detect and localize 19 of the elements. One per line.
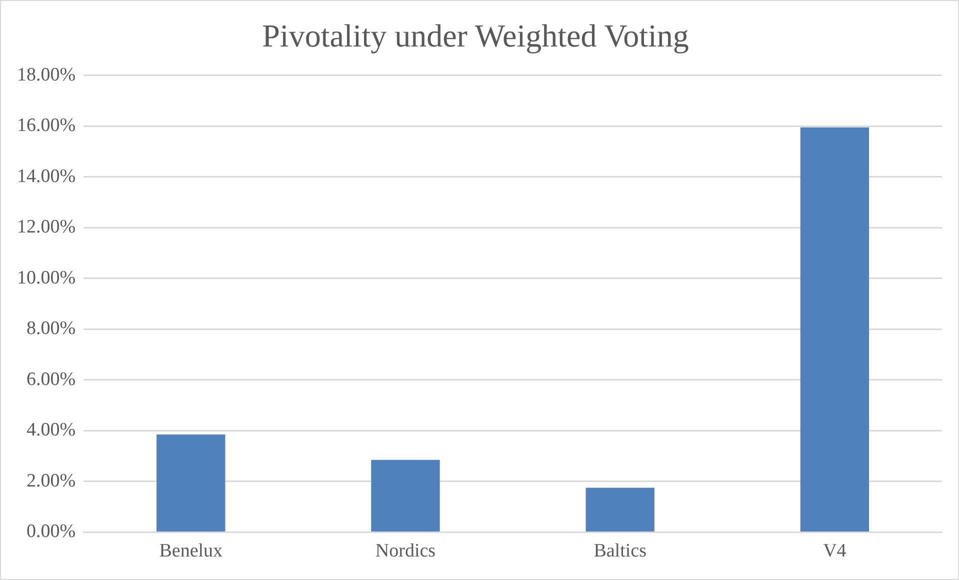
y-tick-label: 0.00% [26,521,76,542]
y-tick-label: 14.00% [17,166,76,187]
y-tick-label: 6.00% [26,368,76,390]
y-tick-label: 12.00% [17,216,76,238]
x-tick-label: V4 [823,540,847,562]
bar [371,460,440,532]
y-tick-label: 18.00% [17,64,76,86]
y-tick-label: 4.00% [26,420,76,441]
bar [586,488,654,532]
bar [800,127,870,532]
bar [156,434,226,532]
x-tick-label: Benelux [159,540,224,562]
x-tick-label: Nordics [375,540,436,562]
x-tick-label: Baltics [594,540,646,562]
chart-title: Pivotality under Weighted Voting [262,18,689,54]
y-tick-label: 16.00% [17,115,76,136]
y-tick-label: 2.00% [26,470,76,492]
y-tick-label: 8.00% [26,318,76,340]
y-tick-label: 10.00% [17,267,76,288]
